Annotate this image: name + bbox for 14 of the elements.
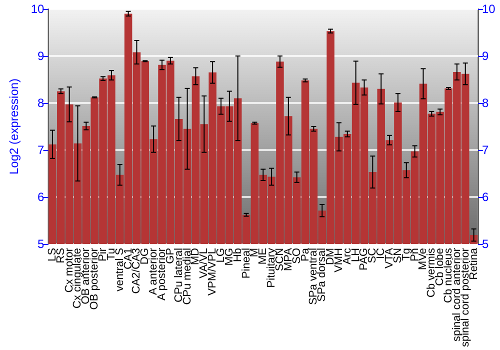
y-tick-label: 10 — [30, 2, 45, 16]
y2-tick-label: 8 — [482, 96, 489, 110]
y2-tick-label: 5 — [482, 236, 489, 251]
y2-tick-label: 6 — [482, 190, 489, 204]
y-tick-label: 5 — [38, 236, 45, 251]
y-tick-label: 6 — [38, 190, 45, 204]
y2-tick-label: 9 — [482, 48, 489, 63]
y-tick-label: 9 — [38, 48, 45, 63]
y-tick-label: 8 — [38, 96, 45, 110]
y-axis-title: Log2 (expression) — [7, 78, 21, 175]
x-tick-label: Tg — [400, 248, 412, 261]
y-tick-label: 7 — [38, 142, 45, 157]
y2-tick-label: 7 — [482, 142, 489, 157]
y2-tick-label: 10 — [482, 2, 496, 16]
